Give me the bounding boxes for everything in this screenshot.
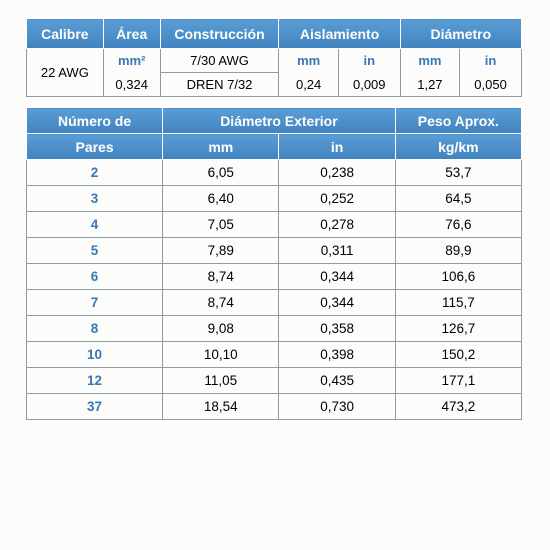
- unit-mm2: mm²: [103, 49, 160, 73]
- cell-p: 4: [27, 212, 163, 238]
- specs-table-2: Número de Diámetro Exterior Peso Aprox. …: [26, 107, 522, 420]
- col-in: in: [279, 134, 395, 160]
- ais-in-value: 0,009: [338, 73, 400, 97]
- cell-kg: 53,7: [395, 160, 521, 186]
- cell-in: 0,730: [279, 394, 395, 420]
- constr-value-2: DREN 7/32: [160, 73, 279, 97]
- cell-mm: 18,54: [163, 394, 279, 420]
- cell-mm: 8,74: [163, 290, 279, 316]
- table-row: 78,740,344115,7: [27, 290, 522, 316]
- unit-dia-mm: mm: [400, 49, 459, 73]
- col-pares-line1: Número de: [27, 108, 163, 134]
- cell-mm: 6,40: [163, 186, 279, 212]
- unit-ais-mm: mm: [279, 49, 338, 73]
- dia-in-value: 0,050: [460, 73, 522, 97]
- cell-in: 0,311: [279, 238, 395, 264]
- table-row: 26,050,23853,7: [27, 160, 522, 186]
- cell-kg: 115,7: [395, 290, 521, 316]
- table-row: 36,400,25264,5: [27, 186, 522, 212]
- unit-ais-in: in: [338, 49, 400, 73]
- unit-dia-in: in: [460, 49, 522, 73]
- cell-kg: 64,5: [395, 186, 521, 212]
- col-diametro: Diámetro: [400, 19, 521, 49]
- cell-in: 0,398: [279, 342, 395, 368]
- cell-mm: 7,89: [163, 238, 279, 264]
- table-row: 89,080,358126,7: [27, 316, 522, 342]
- cell-mm: 8,74: [163, 264, 279, 290]
- cell-p: 7: [27, 290, 163, 316]
- cell-kg: 150,2: [395, 342, 521, 368]
- cell-p: 37: [27, 394, 163, 420]
- col-pares-line2: Pares: [27, 134, 163, 160]
- col-calibre: Calibre: [27, 19, 104, 49]
- area-value: 0,324: [103, 73, 160, 97]
- ais-mm-value: 0,24: [279, 73, 338, 97]
- cell-mm: 6,05: [163, 160, 279, 186]
- col-peso-line2: kg/km: [395, 134, 521, 160]
- dia-mm-value: 1,27: [400, 73, 459, 97]
- cell-p: 2: [27, 160, 163, 186]
- cell-p: 3: [27, 186, 163, 212]
- cell-kg: 473,2: [395, 394, 521, 420]
- specs-table-1: Calibre Área Construcción Aislamiento Di…: [26, 18, 522, 97]
- cell-kg: 89,9: [395, 238, 521, 264]
- cell-in: 0,278: [279, 212, 395, 238]
- cell-in: 0,344: [279, 290, 395, 316]
- cell-p: 5: [27, 238, 163, 264]
- cell-mm: 10,10: [163, 342, 279, 368]
- cell-in: 0,344: [279, 264, 395, 290]
- cell-mm: 11,05: [163, 368, 279, 394]
- table-row: 1010,100,398150,2: [27, 342, 522, 368]
- cell-mm: 9,08: [163, 316, 279, 342]
- col-mm: mm: [163, 134, 279, 160]
- cell-p: 8: [27, 316, 163, 342]
- cell-in: 0,358: [279, 316, 395, 342]
- col-area: Área: [103, 19, 160, 49]
- cell-kg: 76,6: [395, 212, 521, 238]
- cell-kg: 126,7: [395, 316, 521, 342]
- col-diam-ext: Diámetro Exterior: [163, 108, 396, 134]
- table-row: 57,890,31189,9: [27, 238, 522, 264]
- col-construccion: Construcción: [160, 19, 279, 49]
- table-row: 1211,050,435177,1: [27, 368, 522, 394]
- col-peso-line1: Peso Aprox.: [395, 108, 521, 134]
- col-aislamiento: Aislamiento: [279, 19, 400, 49]
- constr-value-1: 7/30 AWG: [160, 49, 279, 73]
- cell-p: 6: [27, 264, 163, 290]
- cell-in: 0,435: [279, 368, 395, 394]
- table-row: 3718,540,730473,2: [27, 394, 522, 420]
- table-row: 47,050,27876,6: [27, 212, 522, 238]
- cell-in: 0,238: [279, 160, 395, 186]
- cell-p: 12: [27, 368, 163, 394]
- cell-kg: 106,6: [395, 264, 521, 290]
- cell-kg: 177,1: [395, 368, 521, 394]
- calibre-value: 22 AWG: [27, 49, 104, 97]
- cell-mm: 7,05: [163, 212, 279, 238]
- cell-in: 0,252: [279, 186, 395, 212]
- cell-p: 10: [27, 342, 163, 368]
- table-row: 68,740,344106,6: [27, 264, 522, 290]
